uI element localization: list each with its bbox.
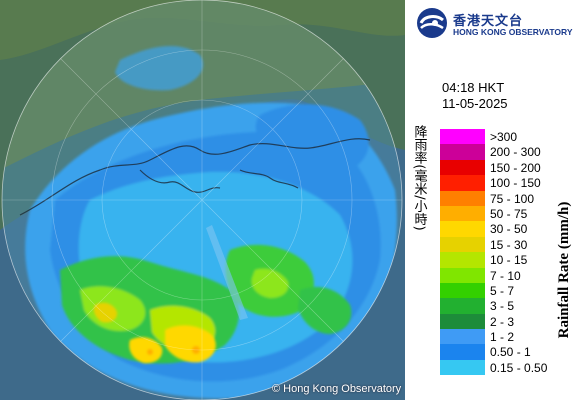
legend-item: 7 - 10 [440,267,570,283]
legend-panel: 香港天文台 HONG KONG OBSERVATORY 04:18 HKT 11… [405,0,577,400]
legend-item: 150 - 200 [440,159,570,176]
legend-label: >300 [490,130,518,144]
observation-date: 11-05-2025 [442,96,508,111]
legend-swatch [440,359,485,376]
legend-swatch [440,129,485,145]
legend-item: 1 - 2 [440,329,570,345]
legend-label: 0.50 - 1 [490,345,531,360]
legend-label: 2 - 3 [490,314,515,329]
legend-item: 200 - 300 [440,144,570,160]
copyright-text: © Hong Kong Observatory [272,383,402,395]
legend-item: 0.50 - 1 [440,344,570,360]
logo-english-text: HONG KONG OBSERVATORY [453,27,573,37]
legend-swatch [440,298,485,314]
legend-label: 100 - 150 [490,176,541,191]
legend-item: 0.15 - 0.50 [440,359,570,376]
legend-label: 0.15 - 0.50 [490,360,548,375]
legend-label: 3 - 5 [490,299,515,314]
legend-item: 100 - 150 [440,175,570,191]
legend-swatch [440,329,485,345]
legend-swatch [440,175,485,191]
legend-swatch [440,144,485,160]
legend-item: >300 [440,129,570,145]
rainfall-legend: >300 200 - 300 150 - 200 100 - 150 75 - … [440,129,570,376]
observation-time: 04:18 HKT [442,80,505,95]
legend-item: 30 - 50 [440,221,570,237]
legend-item: 50 - 75 [440,205,570,222]
legend-label: 15 - 30 [490,237,528,252]
legend-item: 10 - 15 [440,252,570,268]
legend-label: 5 - 7 [490,283,515,298]
legend-swatch [440,205,485,222]
legend-swatch [440,313,485,330]
legend-title-zh-text: 降雨率(毫米/小時) [412,125,428,231]
legend-label: 30 - 50 [490,222,528,237]
legend-swatch [440,282,485,299]
hko-logo: 香港天文台 HONG KONG OBSERVATORY [415,6,575,40]
legend-title-en: Rainfall Rate (mm/h) [556,202,572,339]
radar-map-graphic [0,0,405,400]
legend-swatch [440,344,485,360]
legend-title-zh: 降雨率(毫米/小時) [412,125,428,231]
legend-swatch [440,252,485,268]
legend-item: 2 - 3 [440,313,570,330]
legend-item: 5 - 7 [440,282,570,299]
legend-label: 75 - 100 [490,191,535,206]
hko-logo-icon [417,8,447,38]
legend-swatch [440,190,485,206]
legend-item: 3 - 5 [440,298,570,314]
legend-item: 15 - 30 [440,236,570,253]
legend-title-en-text: Rainfall Rate (mm/h) [556,202,572,339]
legend-label: 150 - 200 [490,160,541,175]
legend-swatch [440,267,485,283]
legend-label: 7 - 10 [490,268,521,283]
legend-label: 10 - 15 [490,253,528,268]
legend-swatch [440,159,485,176]
legend-swatch [440,221,485,237]
legend-label: 50 - 75 [490,206,528,221]
logo-chinese-text: 香港天文台 [453,14,524,29]
legend-swatch [440,236,485,253]
radar-map: © Hong Kong Observatory [0,0,405,400]
legend-label: 1 - 2 [490,330,515,345]
legend-label: 200 - 300 [490,145,541,160]
legend-item: 75 - 100 [440,190,570,206]
